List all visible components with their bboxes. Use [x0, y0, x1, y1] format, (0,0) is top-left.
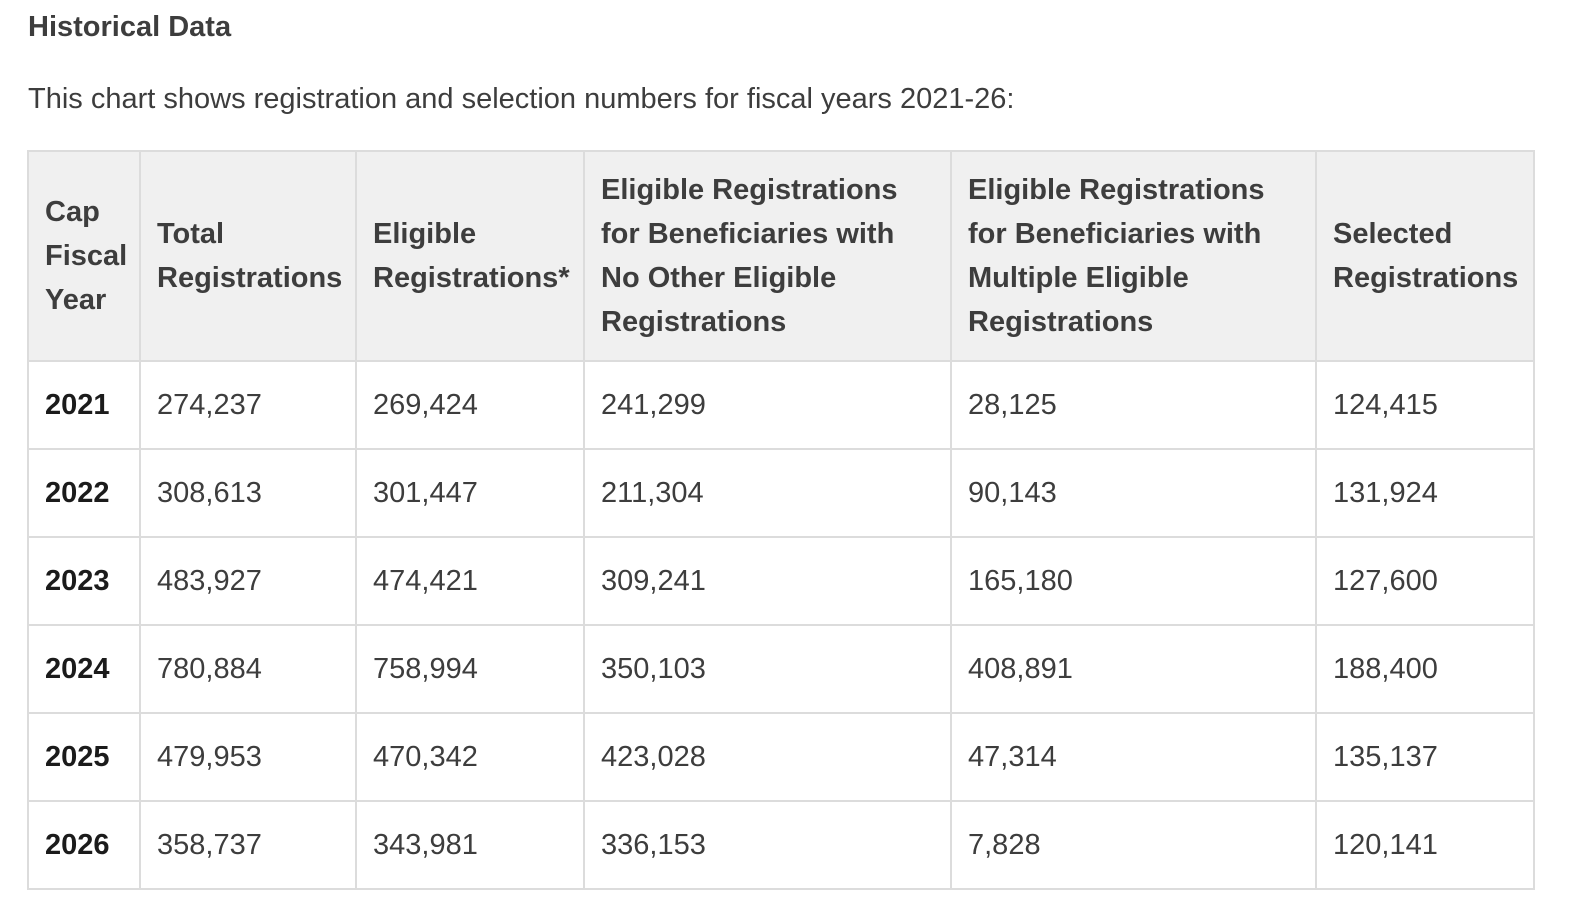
- cell-eligible: 758,994: [355, 624, 585, 714]
- cell-multiple: 165,180: [950, 536, 1317, 626]
- table-row: 2023 483,927 474,421 309,241 165,180 127…: [27, 536, 1535, 626]
- cell-total: 274,237: [139, 360, 357, 450]
- intro-text: This chart shows registration and select…: [28, 83, 1015, 115]
- cell-multiple: 7,828: [950, 800, 1317, 890]
- cell-no-other: 309,241: [583, 536, 952, 626]
- cell-total: 479,953: [139, 712, 357, 802]
- cell-multiple: 90,143: [950, 448, 1317, 538]
- cell-year: 2024: [27, 624, 141, 714]
- cell-total: 483,927: [139, 536, 357, 626]
- table-row: 2022 308,613 301,447 211,304 90,143 131,…: [27, 448, 1535, 538]
- cell-total: 308,613: [139, 448, 357, 538]
- section-heading: Historical Data: [28, 11, 232, 43]
- cell-eligible: 269,424: [355, 360, 585, 450]
- cell-multiple: 408,891: [950, 624, 1317, 714]
- cell-no-other: 423,028: [583, 712, 952, 802]
- cell-no-other: 241,299: [583, 360, 952, 450]
- header-selected-registrations: Selected Registrations: [1315, 150, 1535, 362]
- header-cap-fiscal-year: Cap Fiscal Year: [27, 150, 141, 362]
- header-multiple-eligible: Eligible Registrations for Beneficiaries…: [950, 150, 1317, 362]
- cell-eligible: 474,421: [355, 536, 585, 626]
- cell-selected: 124,415: [1315, 360, 1535, 450]
- cell-selected: 135,137: [1315, 712, 1535, 802]
- cell-total: 780,884: [139, 624, 357, 714]
- header-no-other-eligible: Eligible Registrations for Beneficiaries…: [583, 150, 952, 362]
- cell-multiple: 47,314: [950, 712, 1317, 802]
- cell-selected: 131,924: [1315, 448, 1535, 538]
- cell-selected: 127,600: [1315, 536, 1535, 626]
- cell-eligible: 343,981: [355, 800, 585, 890]
- cell-no-other: 350,103: [583, 624, 952, 714]
- cell-total: 358,737: [139, 800, 357, 890]
- table-row: 2024 780,884 758,994 350,103 408,891 188…: [27, 624, 1535, 714]
- table-header-row: Cap Fiscal Year Total Registrations Elig…: [27, 150, 1535, 362]
- table-row: 2026 358,737 343,981 336,153 7,828 120,1…: [27, 800, 1535, 890]
- cell-year: 2023: [27, 536, 141, 626]
- cell-year: 2025: [27, 712, 141, 802]
- cell-eligible: 470,342: [355, 712, 585, 802]
- cell-selected: 188,400: [1315, 624, 1535, 714]
- cell-year: 2026: [27, 800, 141, 890]
- cell-year: 2022: [27, 448, 141, 538]
- header-eligible-registrations: Eligible Registrations*: [355, 150, 585, 362]
- table-row: 2021 274,237 269,424 241,299 28,125 124,…: [27, 360, 1535, 450]
- cell-no-other: 336,153: [583, 800, 952, 890]
- header-total-registrations: Total Registrations: [139, 150, 357, 362]
- table-row: 2025 479,953 470,342 423,028 47,314 135,…: [27, 712, 1535, 802]
- cell-year: 2021: [27, 360, 141, 450]
- cell-multiple: 28,125: [950, 360, 1317, 450]
- historical-data-table: Cap Fiscal Year Total Registrations Elig…: [27, 150, 1535, 890]
- cell-eligible: 301,447: [355, 448, 585, 538]
- cell-no-other: 211,304: [583, 448, 952, 538]
- cell-selected: 120,141: [1315, 800, 1535, 890]
